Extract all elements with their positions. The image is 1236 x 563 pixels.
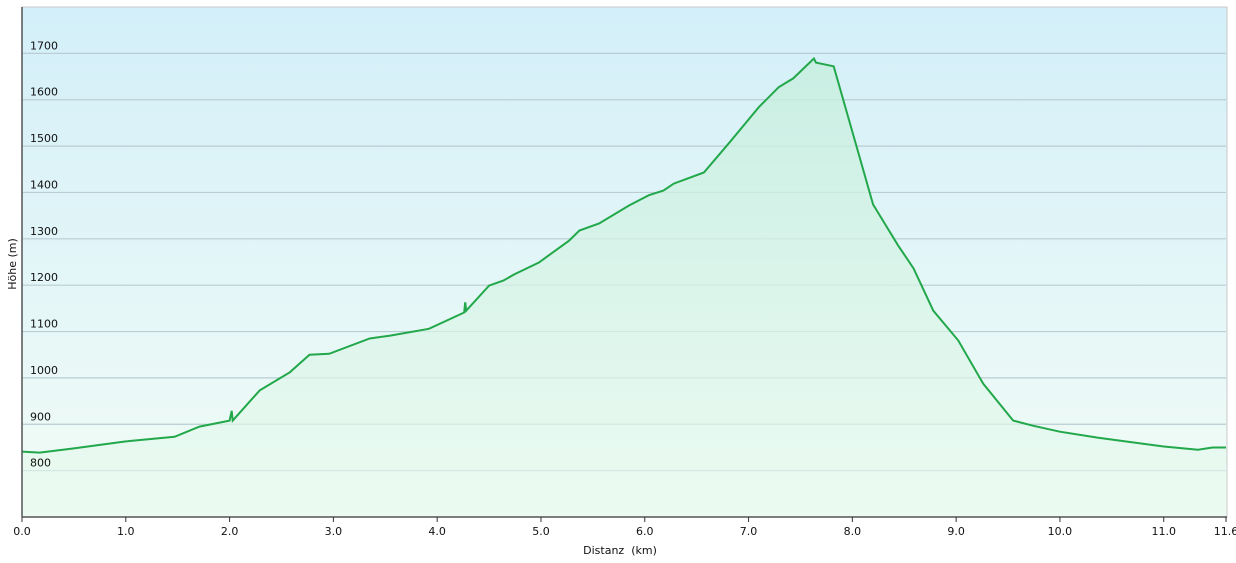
y-tick-label: 1400 xyxy=(30,178,58,191)
x-tick-label: 1.0 xyxy=(117,525,135,538)
x-tick-label: 0.0 xyxy=(13,525,31,538)
y-tick-label: 1100 xyxy=(30,318,58,331)
y-tick-label: 800 xyxy=(30,457,51,470)
y-tick-label: 1200 xyxy=(30,271,58,284)
x-tick-label: 8.0 xyxy=(844,525,862,538)
x-axis-title: Distanz (km) xyxy=(583,544,657,557)
y-axis-title: Höhe (m) xyxy=(6,238,19,290)
x-tick-label: 11.0 xyxy=(1151,525,1176,538)
y-tick-label: 1300 xyxy=(30,225,58,238)
x-tick-label: 10.0 xyxy=(1048,525,1073,538)
x-tick-label: 7.0 xyxy=(740,525,758,538)
x-tick-label: 3.0 xyxy=(325,525,343,538)
x-tick-label: 4.0 xyxy=(428,525,446,538)
y-tick-label: 1500 xyxy=(30,132,58,145)
elevation-line xyxy=(21,56,1226,454)
x-tick-label: 6.0 xyxy=(636,525,654,538)
elevation-area xyxy=(22,58,1226,517)
x-tick-label: 11.6 xyxy=(1214,525,1236,538)
y-tick-label: 1000 xyxy=(30,364,58,377)
y-tick-label: 900 xyxy=(30,410,51,423)
x-tick-label: 5.0 xyxy=(532,525,550,538)
x-tick-label: 9.0 xyxy=(947,525,965,538)
y-tick-label: 1700 xyxy=(30,39,58,52)
x-tick-label: 2.0 xyxy=(221,525,239,538)
y-tick-label: 1600 xyxy=(30,86,58,99)
